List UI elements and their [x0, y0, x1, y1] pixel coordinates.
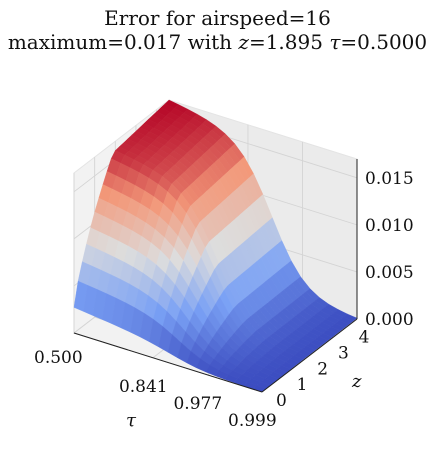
z-tick-label: 0.000 [365, 310, 414, 330]
y-axis-label: z [351, 371, 362, 392]
y-tick-label: 0 [276, 391, 287, 411]
z-tick-label: 0.010 [365, 216, 414, 236]
title-line-1: Error for airspeed=16 [104, 6, 331, 30]
title-z-value: =1.895 [248, 30, 330, 54]
title-tau-symbol: τ [329, 30, 341, 54]
x-tick-label: 0.500 [34, 348, 83, 368]
title-z-symbol: z [238, 30, 249, 54]
title-tau-value: =0.5000 [340, 30, 428, 54]
x-axis-label: τ [126, 410, 137, 431]
chart-title: Error for airspeed=16 maximum=0.017 with… [0, 6, 435, 54]
surface-mesh [73, 99, 358, 393]
y-tick-label: 3 [338, 343, 349, 363]
axis-lines [73, 159, 358, 393]
axis-line [261, 318, 358, 393]
y-tick-label: 2 [317, 359, 328, 379]
title-prefix: maximum=0.017 with [7, 30, 239, 54]
x-tick-label: 0.999 [228, 411, 277, 431]
x-tick-label: 0.977 [173, 394, 222, 414]
y-tick-label: 4 [359, 328, 370, 348]
z-tick-label: 0.015 [365, 169, 414, 189]
y-tick-label: 1 [297, 375, 308, 395]
title-line-2: maximum=0.017 with z=1.895 τ=0.5000 [0, 30, 435, 54]
x-tick-label: 0.841 [119, 377, 168, 397]
axis-line [73, 332, 263, 393]
z-tick-label: 0.005 [365, 263, 414, 283]
